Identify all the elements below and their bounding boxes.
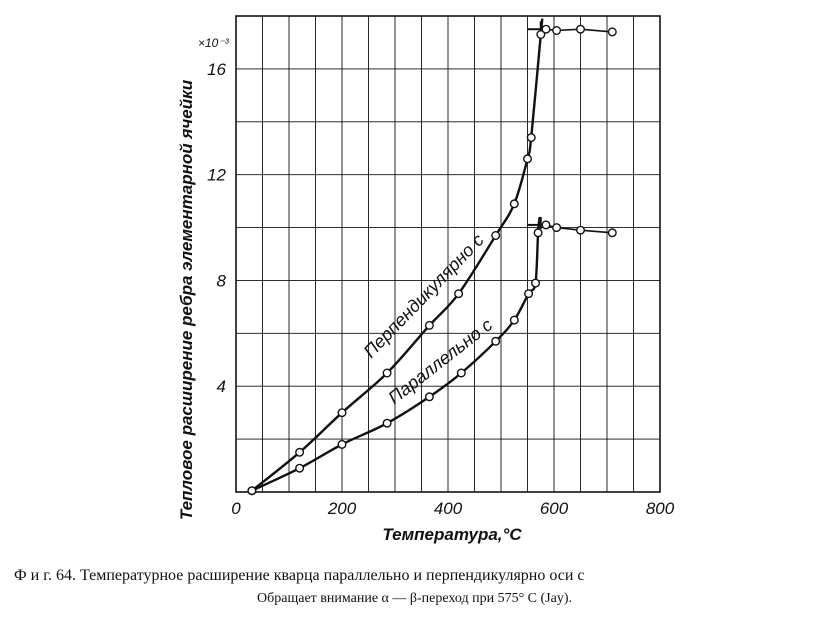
data-point-parallel [424, 392, 434, 402]
figure-caption-line1: Ф и г. 64. Температурное расширение квар… [14, 567, 585, 584]
curves [251, 18, 613, 492]
grid [236, 16, 660, 492]
data-point-perpendicular [424, 320, 434, 330]
y-tick-label: 12 [207, 166, 226, 185]
y-tick-label: 16 [207, 60, 226, 79]
data-point-parallel [552, 223, 562, 233]
data-point-parallel [456, 368, 466, 378]
data-point-parallel [382, 418, 392, 428]
x-tick-label: 0 [231, 499, 241, 518]
data-point-parallel [533, 228, 543, 238]
data-point-perpendicular [607, 27, 617, 37]
data-point-perpendicular [541, 24, 551, 34]
data-point-perpendicular [536, 30, 546, 40]
data-point-parallel [524, 289, 534, 299]
beta-line-parallel [545, 224, 613, 234]
curve-parallel [251, 216, 541, 492]
data-point-perpendicular [576, 24, 586, 34]
x-tick-label: 800 [646, 499, 675, 518]
y-tick-label: 8 [217, 271, 227, 290]
data-point-parallel [509, 315, 519, 325]
data-point-perpendicular [552, 26, 562, 36]
x-tick-label: 400 [434, 499, 463, 518]
data-point-parallel [576, 225, 586, 235]
y-axis-title: Тепловое расширение ребра элементарной я… [177, 79, 196, 520]
data-point-perpendicular [454, 289, 464, 299]
beta-line-perpendicular [545, 28, 613, 33]
data-point-parallel [247, 486, 257, 496]
curve-perpendicular [251, 18, 544, 492]
figure-caption-line2: Обращает внимание α — β-переход при 575°… [257, 591, 572, 606]
data-point-perpendicular [382, 368, 392, 378]
x-tick-label: 600 [540, 499, 569, 518]
data-point-parallel [531, 278, 541, 288]
data-point-perpendicular [509, 199, 519, 209]
data-point-perpendicular [491, 230, 501, 240]
data-point-parallel [295, 463, 305, 473]
data-point-perpendicular [526, 133, 536, 143]
plot-frame [235, 15, 661, 493]
data-point-parallel [337, 439, 347, 449]
data-point-parallel [607, 228, 617, 238]
data-point-perpendicular [523, 154, 533, 164]
data-point-perpendicular [337, 408, 347, 418]
data-point-parallel [491, 336, 501, 346]
markers [247, 24, 617, 496]
x-axis-title: Температура,°C [382, 525, 522, 544]
y-multiplier: ×10⁻³ [198, 36, 230, 50]
data-point-perpendicular [295, 447, 305, 457]
x-tick-label: 200 [327, 499, 357, 518]
data-point-parallel [541, 220, 551, 230]
tick-labels: 0 200 400 600 800 4 8 12 16 [207, 60, 675, 518]
y-tick-label: 4 [217, 377, 226, 396]
